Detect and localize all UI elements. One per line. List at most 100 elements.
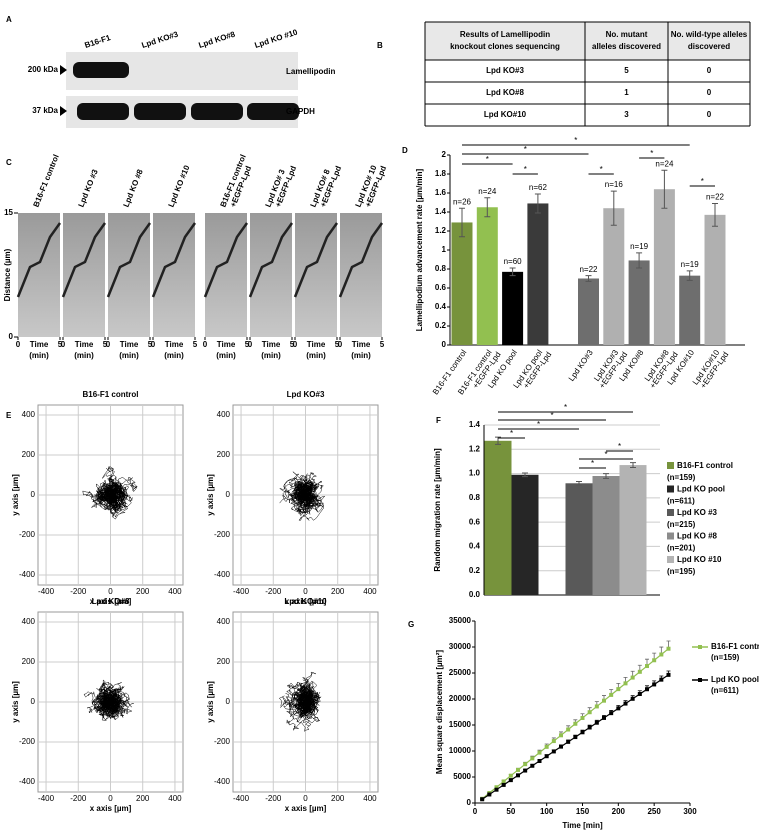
table-cell: 1 — [624, 88, 629, 97]
legend-note: (n=159) — [667, 473, 696, 482]
point — [652, 682, 657, 687]
y-tick-label: 200 — [217, 657, 231, 666]
legend-label: Lpd KO #3 — [677, 508, 718, 517]
x-tick-label: 400 — [168, 587, 182, 596]
table-cell: Lpd KO#3 — [486, 66, 524, 75]
n-label: n=19 — [630, 242, 649, 251]
significance-star: * — [524, 145, 527, 154]
x-axis-unit: (min) — [216, 351, 236, 360]
point — [573, 721, 578, 726]
table-header: alleles discovered — [592, 42, 661, 51]
point — [623, 681, 628, 686]
error-bar — [603, 473, 609, 479]
y-axis-label: y axis [µm] — [11, 474, 20, 516]
kymograph-edge — [106, 222, 152, 298]
significance-star: * — [604, 450, 607, 459]
point — [666, 646, 671, 651]
y-tick-label: 0 — [226, 697, 231, 706]
marker-label: 200 kDa — [28, 65, 59, 74]
x-tick-label: -400 — [233, 587, 250, 596]
y-tick-label: 1.8 — [435, 169, 447, 178]
point — [487, 792, 492, 797]
x-tick-label: 400 — [363, 794, 377, 803]
kymograph-edge — [61, 222, 107, 298]
error-bar — [459, 207, 465, 238]
point — [530, 763, 535, 768]
band — [77, 103, 129, 120]
y-tick-label: 400 — [217, 410, 231, 419]
point — [551, 749, 556, 754]
significance-star: * — [486, 155, 489, 164]
x-tick-label: -400 — [38, 794, 55, 803]
y-tick-label: 15000 — [449, 720, 472, 729]
x-tick-label: 0 — [303, 587, 308, 596]
panel-letter: E — [6, 411, 12, 420]
point — [645, 687, 649, 692]
panel-letter: C — [6, 158, 12, 167]
point — [566, 739, 571, 744]
x-tick-label: 0 — [108, 794, 113, 803]
table-cell: 0 — [707, 66, 712, 75]
x-axis-unit: (min) — [351, 351, 371, 360]
x-tick-label: 0 — [248, 340, 253, 349]
y-tick-label: 0.4 — [469, 542, 481, 551]
table-cell: Lpd KO#10 — [484, 110, 527, 119]
y-tick-label: 0 — [31, 490, 36, 499]
x-axis-label: x axis [µm] — [90, 804, 132, 813]
trajectory-texture — [98, 486, 127, 500]
y-tick-label: 200 — [22, 450, 36, 459]
kymograph-edge — [203, 222, 249, 298]
lane-label: Lpd KO #3 — [76, 168, 100, 209]
y-tick-label: 35000 — [449, 616, 472, 625]
point — [516, 773, 520, 778]
bar — [511, 474, 539, 595]
band — [134, 103, 186, 120]
x-tick-label: 50 — [506, 807, 515, 816]
y-tick-label: 10000 — [449, 746, 472, 755]
kymograph-edge — [293, 222, 339, 298]
panel-letter: A — [6, 15, 12, 24]
y-tick-label: 0 — [467, 798, 472, 807]
point — [630, 696, 635, 701]
point — [637, 692, 642, 697]
y-tick-label: 1.6 — [435, 188, 447, 197]
y-axis-label: y axis [µm] — [11, 681, 20, 723]
significance-star: * — [650, 149, 653, 158]
y-tick-label: -400 — [19, 777, 36, 786]
x-axis-label: Time — [217, 340, 236, 349]
y-tick-label: -200 — [214, 530, 231, 539]
y-tick-label: 0.8 — [469, 493, 481, 502]
significance-star: * — [701, 177, 704, 186]
x-tick-label: -200 — [70, 794, 87, 803]
point — [580, 715, 585, 720]
y-tick-label: 0.0 — [469, 590, 481, 599]
point — [594, 720, 599, 725]
x-tick-label: 200 — [612, 807, 626, 816]
x-tick-label: 0 — [303, 794, 308, 803]
x-tick-label: 0 — [108, 587, 113, 596]
point — [602, 698, 606, 703]
point — [637, 669, 642, 674]
y-tick-label: 1.4 — [435, 207, 447, 216]
x-axis-unit: (min) — [306, 351, 326, 360]
point — [494, 787, 499, 792]
plot-title: Lpd KO#8 — [92, 597, 130, 606]
legend-label: Lpd KO pool — [677, 485, 725, 494]
trajectory-texture — [288, 490, 306, 509]
legend-note: (n=195) — [667, 567, 696, 576]
band — [73, 62, 129, 78]
marker-arrow — [60, 106, 67, 116]
legend-note: (n=611) — [711, 686, 739, 695]
x-tick-label: 5 — [103, 340, 108, 349]
error-bar — [585, 275, 592, 282]
trajectory-texture — [279, 481, 307, 496]
error-bar — [576, 480, 582, 486]
legend-swatch — [667, 462, 674, 469]
x-tick-label: 200 — [331, 587, 345, 596]
legend-note: (n=611) — [667, 497, 695, 506]
legend-marker — [698, 678, 702, 682]
n-label: n=22 — [706, 193, 725, 202]
x-tick-label: 100 — [540, 807, 554, 816]
x-tick-label: 5 — [380, 340, 385, 349]
y-tick-label: 5000 — [453, 772, 471, 781]
